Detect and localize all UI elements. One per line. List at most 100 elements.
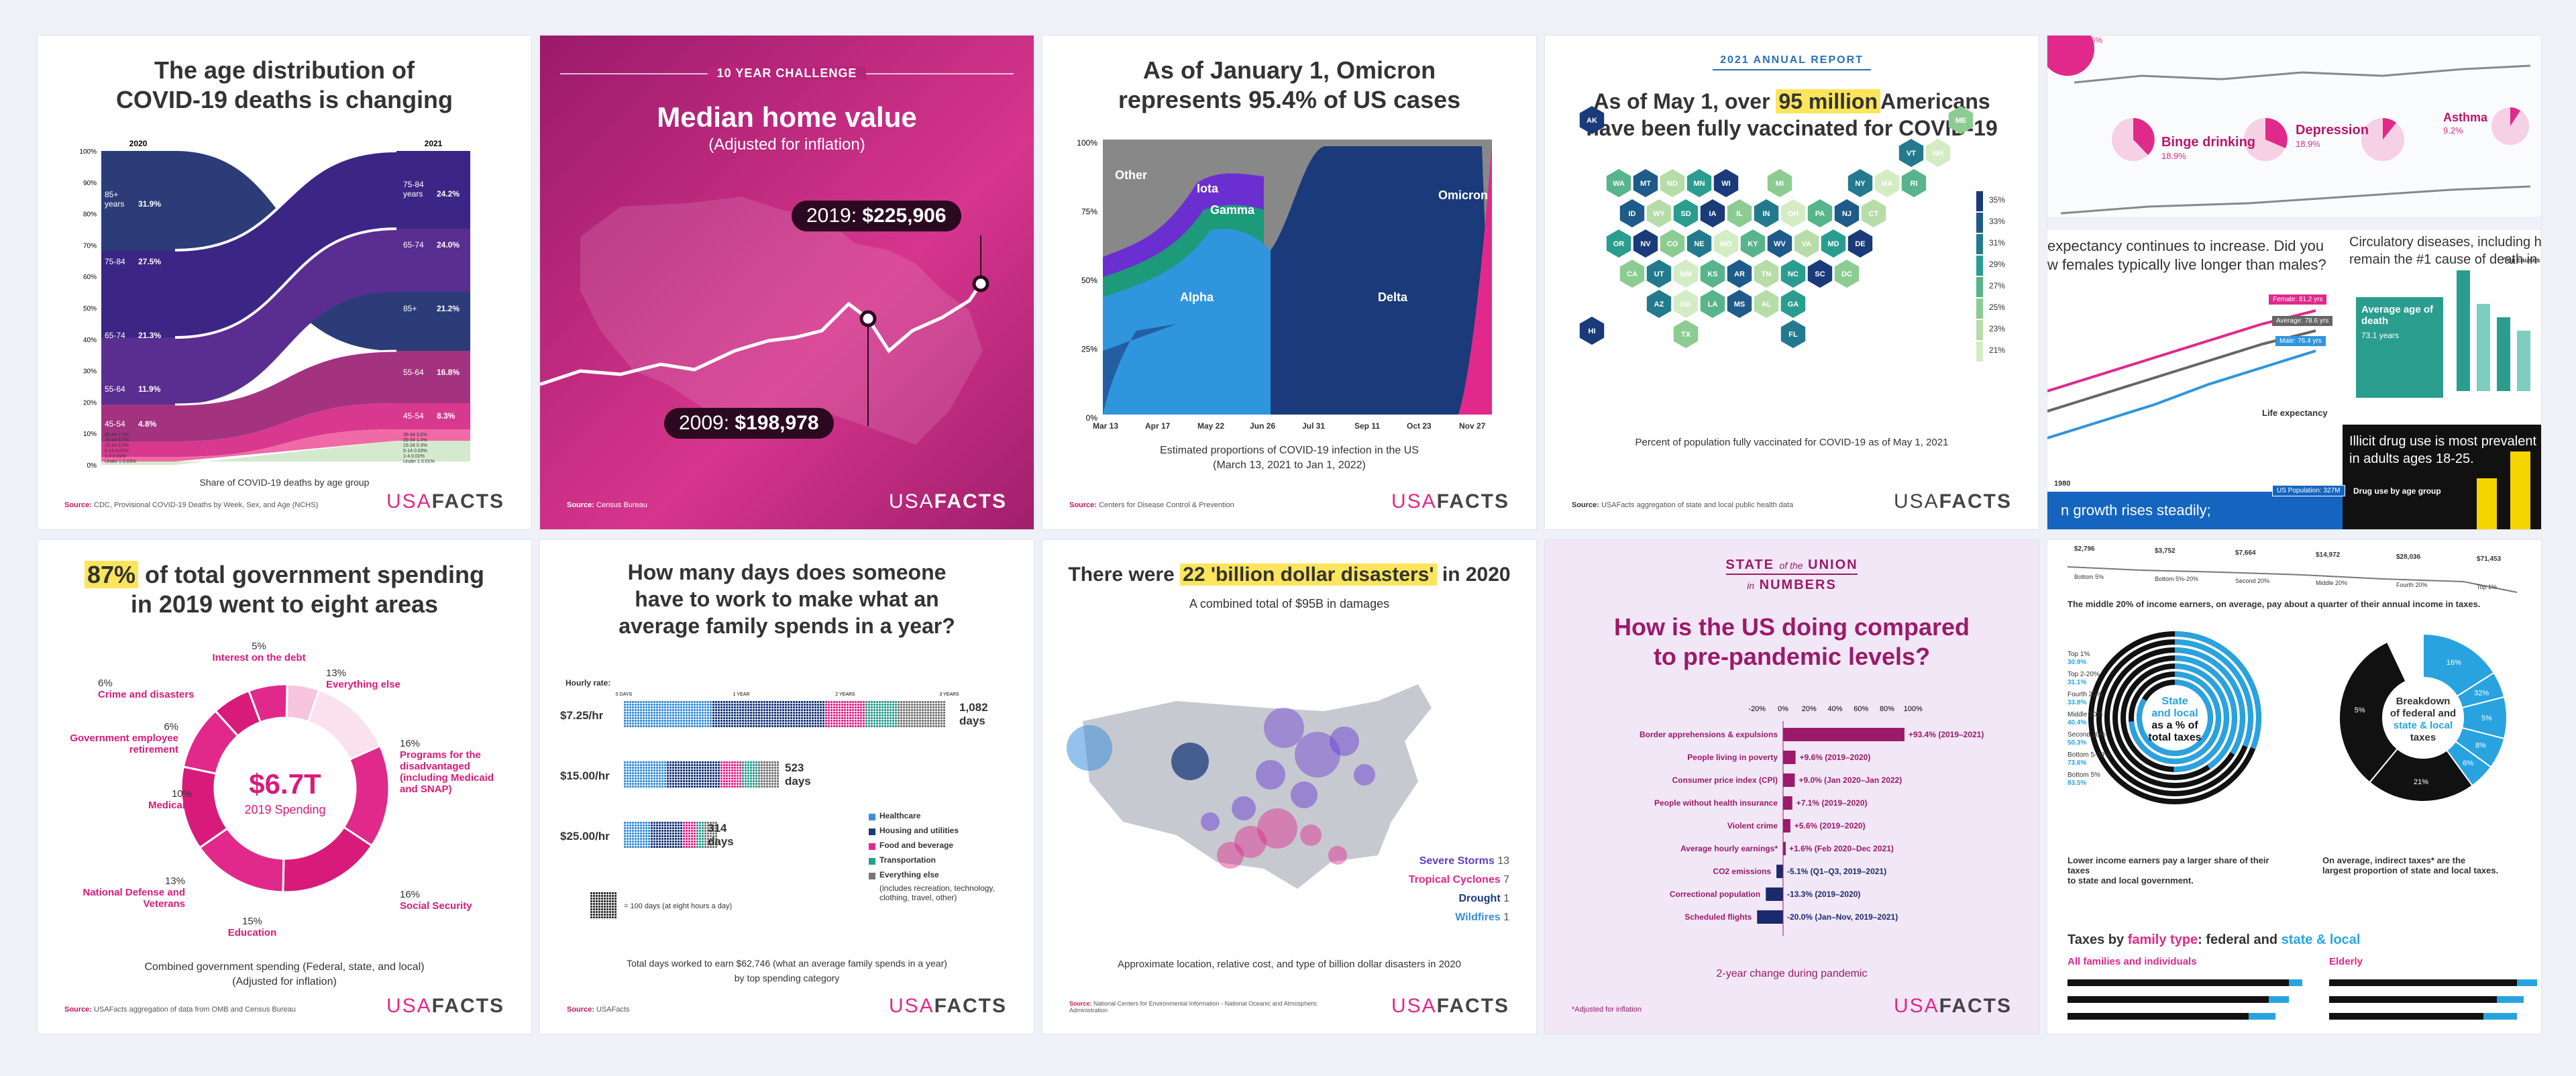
card-age-distribution[interactable]: The age distribution of COVID-19 deaths i… — [37, 35, 532, 530]
usafacts-logo[interactable]: USAFACTS — [1391, 995, 1509, 1017]
card-home-value[interactable]: 10 YEAR CHALLENGE Median home value (Adj… — [539, 35, 1034, 530]
card-omicron[interactable]: As of January 1, Omicron represents 95.4%… — [1042, 35, 1537, 530]
state-hex — [1901, 169, 1927, 197]
waffle-cell — [871, 701, 873, 703]
label-2019: 2019: $225,906 — [792, 201, 961, 231]
waffle-cell — [635, 704, 637, 706]
waffle-cell — [841, 701, 843, 703]
waffle-cell — [635, 717, 637, 719]
waffle-cell — [769, 786, 771, 788]
waffle-cell — [771, 714, 773, 716]
waffle-cell — [667, 761, 669, 763]
usafacts-logo[interactable]: USAFACTS — [888, 995, 1007, 1017]
waffle-cell — [839, 725, 841, 727]
unit-cell — [609, 908, 611, 910]
waffle-cell — [632, 761, 634, 763]
card-taxes-collage[interactable]: 16% 32% 5% 8% 6% 21% 5% $2,796 Bottom 5% $3,752 B… — [2047, 539, 2542, 1034]
waffle-cell — [659, 725, 661, 727]
waffle-cell — [742, 706, 744, 708]
waffle-cell — [702, 780, 704, 782]
waffle-cell — [624, 722, 626, 724]
card-collage[interactable]: 29.6% Binge drinking 18.9% Depression 18… — [2047, 35, 2542, 530]
waffle-cell — [771, 780, 773, 782]
axis-tick: 0 DAYS — [616, 692, 633, 697]
waffle-cell — [645, 832, 647, 835]
waffle-cell — [782, 701, 784, 703]
waffle-cell — [710, 717, 712, 719]
waffle-cell — [868, 714, 870, 716]
waffle-cell — [737, 764, 739, 766]
waffle-cell — [629, 835, 631, 837]
waffle-cell — [881, 722, 883, 724]
axis-tick: 100% — [1904, 705, 1923, 713]
card-gov-spending[interactable]: 87% of total government spending in 2019 … — [37, 539, 532, 1034]
waffle-cell — [640, 764, 642, 766]
legend-swatch — [1976, 277, 1983, 297]
waffle-cell — [774, 725, 776, 727]
waffle-cell — [766, 704, 768, 706]
waffle-cell — [833, 701, 835, 703]
usafacts-logo[interactable]: USAFACTS — [386, 995, 504, 1017]
card-disasters[interactable]: There were 22 'billion dollar disasters'… — [1042, 539, 1537, 1034]
waffle-cell — [712, 725, 714, 727]
waffle-cell — [659, 843, 661, 845]
waffle-cell — [699, 841, 701, 843]
waffle-cell — [879, 706, 881, 708]
waffle-cell — [737, 701, 739, 703]
usafacts-logo[interactable]: USAFACTS — [1893, 490, 2012, 513]
waffle-cell — [782, 717, 784, 719]
waffle-cell — [750, 775, 752, 777]
waffle-cell — [771, 769, 773, 771]
waffle-cell — [683, 832, 685, 835]
waffle-cell — [712, 709, 714, 711]
waffle-cell — [696, 704, 698, 706]
waffle-cell — [686, 780, 688, 782]
waffle-cell — [806, 722, 808, 724]
waffle-cell — [927, 722, 929, 724]
waffle-cell — [750, 712, 752, 714]
waffle-cell — [763, 772, 765, 774]
usafacts-logo[interactable]: USAFACTS — [1893, 995, 2012, 1017]
waffle-cell — [653, 835, 655, 837]
waffle-cell — [653, 720, 655, 722]
waffle-cell — [664, 704, 666, 706]
waffle-cell — [734, 706, 736, 708]
waffle-cell — [645, 709, 647, 711]
waffle-cell — [710, 830, 712, 832]
waffle-cell — [747, 775, 749, 777]
legend-label: 25% — [1989, 303, 2006, 312]
state-hex — [1646, 199, 1672, 227]
waffle-cell — [766, 722, 768, 724]
unit-cell — [593, 898, 595, 900]
waffle-cell — [624, 783, 626, 785]
waffle-cell — [801, 706, 803, 708]
card-days-worked[interactable]: How many days does someone have to work t… — [539, 539, 1034, 1034]
state-hex — [1754, 260, 1779, 288]
usafacts-logo[interactable]: USAFACTS — [1391, 490, 1509, 513]
waffle-cell — [680, 775, 682, 777]
waffle-cell — [688, 769, 690, 771]
waffle-cell — [624, 709, 626, 711]
waffle-cell — [731, 772, 733, 774]
waffle-cell — [769, 777, 771, 779]
waffle-cell — [763, 709, 765, 711]
card-state-of-union[interactable]: STATE of the UNION in NUMBERS How is the… — [1544, 539, 2039, 1034]
waffle-cell — [651, 761, 653, 763]
card-vaccination[interactable]: 2021 ANNUAL REPORT As of May 1, over 95 … — [1544, 35, 2039, 530]
waffle-cell — [648, 775, 650, 777]
waffle-cell — [863, 725, 865, 727]
waffle-cell — [750, 701, 752, 703]
waffle-cell — [908, 706, 910, 708]
waffle-cell — [726, 717, 728, 719]
life-expectancy-label: Life expectancy — [2262, 408, 2328, 418]
waffle-cell — [852, 725, 854, 727]
usafacts-logo[interactable]: USAFACTS — [386, 490, 504, 513]
waffle-cell — [680, 846, 682, 848]
usafacts-logo[interactable]: USAFACTS — [888, 490, 1007, 513]
state-label: WI — [1721, 180, 1730, 188]
waffle-cell — [629, 841, 631, 843]
label-other: Other — [1115, 168, 1148, 182]
small-left-group: 15-24 0.2% — [105, 443, 129, 448]
waffle-cell — [675, 769, 677, 771]
waffle-cell — [686, 843, 688, 845]
